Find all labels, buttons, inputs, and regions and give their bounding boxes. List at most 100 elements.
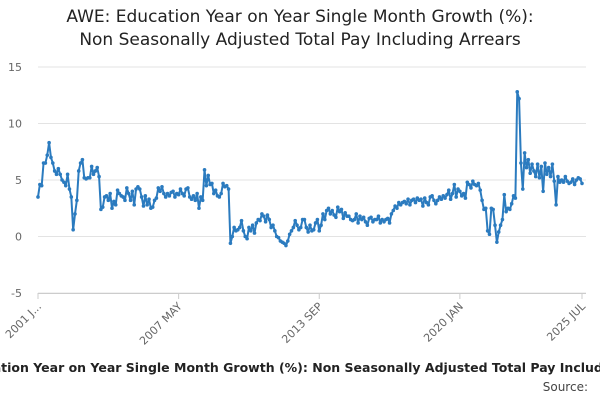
point <box>432 198 436 203</box>
point <box>430 194 434 198</box>
point <box>395 206 399 211</box>
point <box>62 180 66 185</box>
point <box>434 201 438 206</box>
point <box>210 181 214 186</box>
point <box>478 188 483 192</box>
point <box>265 213 270 217</box>
line <box>37 90 583 247</box>
point <box>123 198 127 203</box>
point <box>533 174 538 179</box>
point <box>204 183 209 188</box>
point <box>171 189 175 194</box>
point <box>520 187 525 191</box>
point <box>302 217 307 222</box>
point <box>450 191 455 196</box>
point <box>461 191 466 196</box>
point <box>578 177 582 181</box>
point <box>315 217 320 222</box>
point <box>537 175 542 180</box>
point <box>411 197 416 202</box>
plot-area: -5 0 5 10 15 2001 J... 2007 MAY 2013 SEP 2020 JA… <box>3 61 589 348</box>
point <box>421 204 425 208</box>
point <box>91 172 96 177</box>
point <box>97 174 101 179</box>
point <box>71 227 75 232</box>
point <box>313 221 318 225</box>
y-tick-label: 10 <box>8 118 22 131</box>
point <box>454 195 458 199</box>
point <box>56 166 61 171</box>
point <box>439 197 444 202</box>
point <box>211 191 216 196</box>
point <box>476 181 481 186</box>
point <box>100 205 105 209</box>
point <box>343 210 347 215</box>
point <box>69 195 74 199</box>
point <box>193 198 198 203</box>
point <box>376 214 381 218</box>
point <box>289 229 294 233</box>
point <box>130 189 135 194</box>
point <box>530 162 534 166</box>
point <box>54 172 59 177</box>
point <box>173 195 177 199</box>
point <box>504 209 508 214</box>
point <box>522 151 527 155</box>
point <box>483 206 488 211</box>
point <box>487 232 492 237</box>
point <box>52 169 57 173</box>
point <box>556 174 560 179</box>
point <box>221 181 225 186</box>
point <box>139 195 144 199</box>
point <box>467 182 471 187</box>
point <box>137 187 142 191</box>
point <box>491 207 495 212</box>
point <box>263 220 268 224</box>
point <box>106 198 111 203</box>
point <box>569 180 573 185</box>
point <box>304 225 309 230</box>
point <box>65 172 70 177</box>
point <box>496 230 501 234</box>
point <box>561 180 566 185</box>
point <box>80 157 85 162</box>
point <box>485 229 490 233</box>
point <box>369 215 373 220</box>
point <box>524 165 529 170</box>
point <box>408 203 412 207</box>
point <box>308 223 312 227</box>
point <box>285 239 290 243</box>
y-tick-label: 5 <box>15 174 22 187</box>
point <box>532 169 536 173</box>
point <box>352 217 357 222</box>
point <box>213 188 218 192</box>
y-tick-label: -5 <box>11 287 22 300</box>
point <box>197 206 201 211</box>
source: Source: <box>543 380 588 394</box>
point <box>186 186 190 190</box>
point <box>535 162 540 166</box>
point <box>508 207 512 212</box>
point <box>261 214 266 218</box>
point <box>141 204 146 208</box>
point <box>458 189 462 194</box>
point <box>115 188 120 192</box>
point <box>230 234 235 239</box>
point <box>245 236 249 241</box>
point <box>93 169 98 173</box>
point <box>541 189 545 194</box>
point <box>563 174 568 179</box>
point <box>162 191 166 196</box>
point <box>572 182 577 187</box>
point <box>356 221 360 225</box>
point <box>354 212 359 216</box>
point <box>126 191 131 196</box>
point <box>480 198 484 203</box>
point <box>63 183 68 188</box>
point <box>546 165 551 170</box>
point <box>224 183 229 188</box>
point <box>378 221 383 225</box>
point <box>88 175 92 180</box>
